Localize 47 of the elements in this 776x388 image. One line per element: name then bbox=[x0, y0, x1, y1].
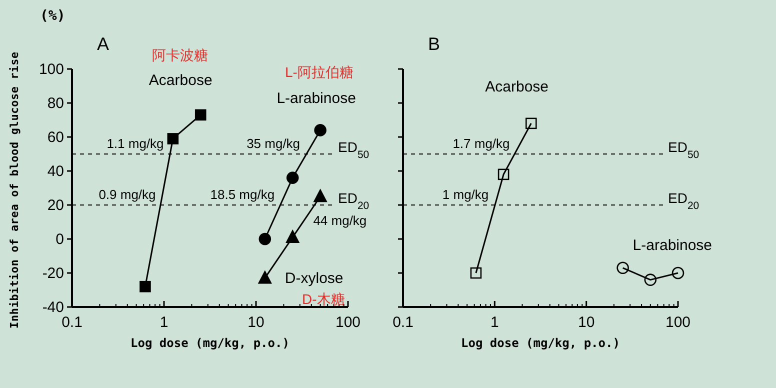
x-tick-label: 0.1 bbox=[392, 314, 414, 331]
x-axis-title: Log dose (mg/kg, p.o.) bbox=[130, 336, 290, 350]
x-tick-label: 100 bbox=[335, 314, 361, 331]
ref-line-label: ED$_{20}$ bbox=[668, 190, 700, 212]
y-tick-label: 0 bbox=[56, 231, 64, 248]
y-tick-label: 100 bbox=[38, 61, 64, 78]
point bbox=[286, 230, 300, 243]
text: 阿卡波糖 bbox=[152, 47, 208, 63]
series-label: L-arabinose bbox=[276, 90, 356, 108]
y-tick-label: -20 bbox=[42, 265, 64, 282]
text: (%) bbox=[40, 8, 66, 24]
ref-line-label: ED$_{20}$ bbox=[338, 190, 370, 212]
x-tick-label: 10 bbox=[248, 314, 264, 331]
point bbox=[314, 189, 327, 202]
x-tick-label: 100 bbox=[665, 314, 691, 331]
x-tick-label: 1 bbox=[490, 314, 499, 331]
series-label: D-xylose bbox=[284, 270, 344, 288]
annotation: D-木糖 bbox=[302, 291, 345, 307]
y-tick-label: 60 bbox=[47, 129, 64, 146]
y-axis-title: Inhibition of area of blood glucose rise bbox=[8, 51, 21, 328]
chart-title: A bbox=[97, 34, 110, 54]
series-label: Acarbose bbox=[485, 78, 549, 96]
x-tick-label: 0.1 bbox=[62, 314, 82, 331]
ref-line-label: ED$_{50}$ bbox=[668, 139, 700, 161]
annotation: 1 mg/kg bbox=[442, 187, 489, 202]
annotation: 1.1 mg/kg bbox=[106, 136, 164, 151]
series-label: L-arabinose bbox=[632, 236, 712, 254]
point bbox=[286, 172, 299, 184]
point bbox=[258, 232, 272, 246]
annotation: 0.9 mg/kg bbox=[98, 187, 156, 202]
annotation: L-阿拉伯糖 bbox=[285, 64, 354, 80]
y-tick-label: 20 bbox=[47, 197, 64, 214]
y-tick-label: 80 bbox=[47, 95, 64, 112]
chart-title: B bbox=[428, 34, 440, 54]
annotation: 18.5 mg/kg bbox=[210, 187, 275, 202]
point bbox=[258, 270, 272, 284]
x-tick-label: 10 bbox=[578, 314, 595, 331]
series-label: Acarbose bbox=[148, 72, 212, 89]
ref-line-label: ED$_{50}$ bbox=[338, 139, 370, 161]
annotation: 1.7 mg/kg bbox=[452, 136, 510, 151]
point bbox=[314, 124, 326, 136]
y-tick-label: -40 bbox=[42, 299, 64, 316]
annotation: 44 mg/kg bbox=[313, 213, 367, 228]
x-tick-label: 1 bbox=[160, 314, 168, 331]
annotation: 35 mg/kg bbox=[246, 136, 300, 151]
x-axis-title: Log dose (mg/kg, p.o.) bbox=[461, 336, 620, 350]
y-tick-label: 40 bbox=[47, 163, 64, 180]
